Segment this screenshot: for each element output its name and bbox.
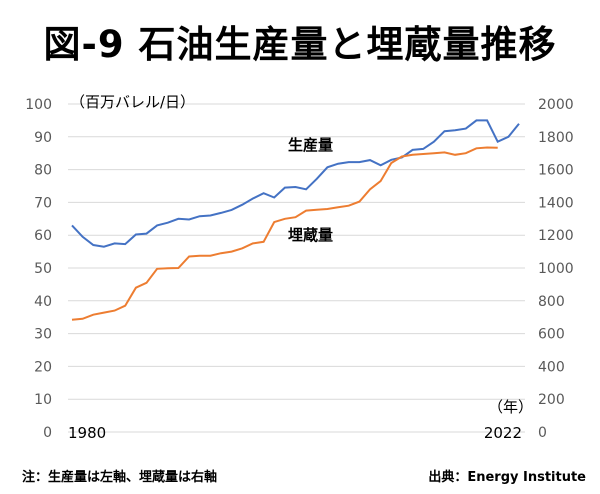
right-tick-label: 1600 <box>538 163 574 179</box>
right-tick-label: 200 <box>538 392 565 408</box>
left-tick-label: 90 <box>34 130 52 146</box>
left-tick-label: 70 <box>34 195 52 211</box>
left-tick-label: 40 <box>34 294 52 310</box>
left-tick-label: 100 <box>25 97 52 113</box>
left-tick-label: 30 <box>34 327 52 343</box>
series-line-reserves <box>71 146 498 321</box>
right-tick-label: 800 <box>538 294 565 310</box>
series-label-production: 生産量 <box>288 136 333 154</box>
right-tick-label: 1200 <box>538 228 574 244</box>
right-tick-label: 400 <box>538 359 565 375</box>
left-tick-label: 10 <box>34 392 52 408</box>
left-tick-label: 60 <box>34 228 52 244</box>
source-note: 出典：Energy Institute <box>428 470 586 485</box>
right-tick-label: 600 <box>538 327 565 343</box>
x-tick-label: 2022 <box>484 424 522 442</box>
chart-title: 図-9 石油生産量と埋蔵量推移 <box>43 23 557 66</box>
unit-label: （百万バレル/日） <box>70 93 195 111</box>
axis-note: 注：生産量は左軸、埋蔵量は右軸 <box>22 470 218 485</box>
right-tick-label: 1400 <box>538 195 574 211</box>
series-line-production <box>71 119 520 248</box>
x-tick-label: 1980 <box>68 424 106 442</box>
left-tick-label: 80 <box>34 163 52 179</box>
right-tick-label: 1000 <box>538 261 574 277</box>
right-tick-label: 2000 <box>538 97 574 113</box>
left-tick-label: 50 <box>34 261 52 277</box>
left-tick-label: 0 <box>43 425 52 441</box>
series-label-reserves: 埋蔵量 <box>288 226 333 244</box>
year-unit-label: （年） <box>488 398 533 416</box>
right-tick-label: 1800 <box>538 130 574 146</box>
right-tick-label: 0 <box>538 425 547 441</box>
left-tick-label: 20 <box>34 359 52 375</box>
